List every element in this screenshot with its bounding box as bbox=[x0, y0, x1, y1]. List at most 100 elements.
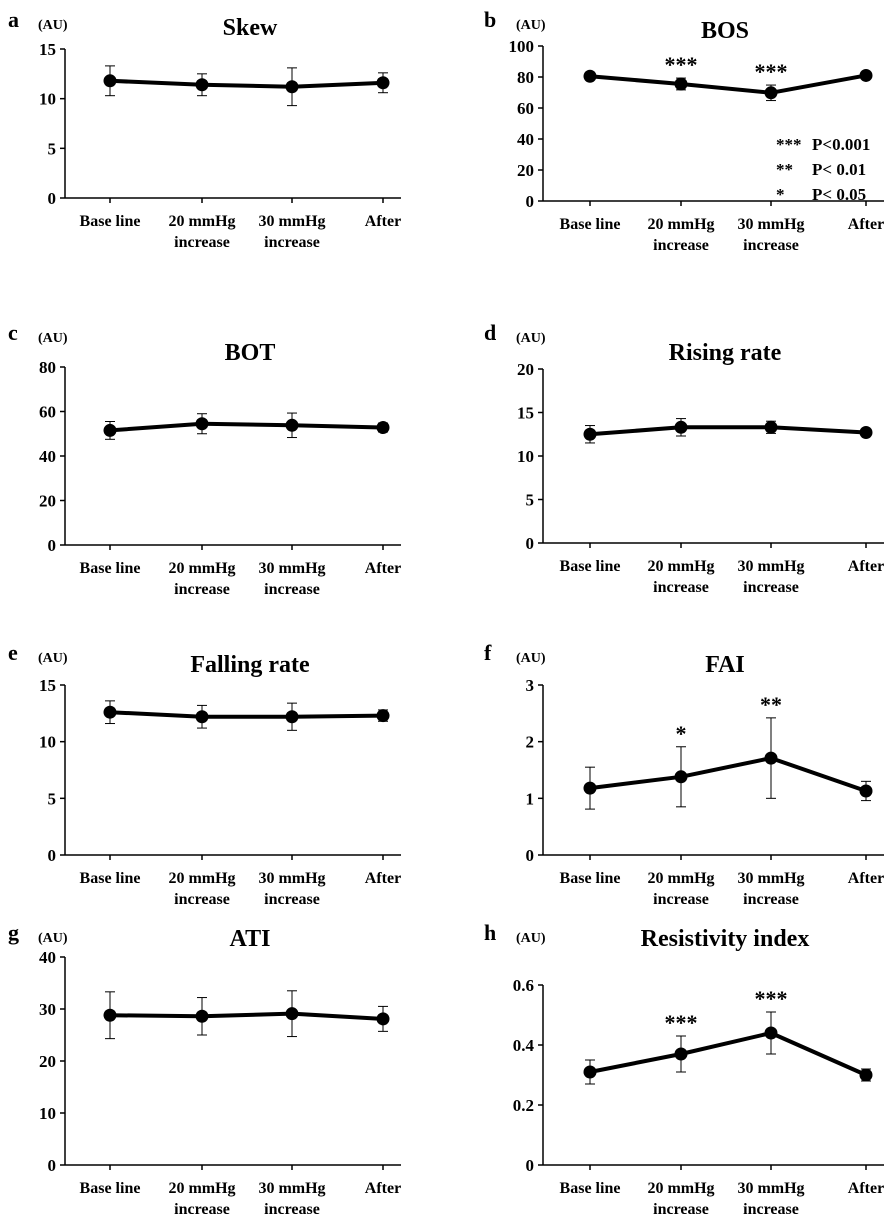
unit-label: (AU) bbox=[516, 331, 546, 346]
x-tick-label: After bbox=[848, 1180, 884, 1197]
y-tick-label: 0 bbox=[526, 846, 535, 865]
y-tick-label: 5 bbox=[48, 139, 57, 158]
data-point bbox=[583, 781, 597, 795]
significance-marker: *** bbox=[755, 59, 788, 84]
y-tick-label: 2 bbox=[526, 733, 535, 752]
x-tick-label: Base line bbox=[80, 560, 141, 577]
data-point bbox=[376, 421, 390, 435]
panel-letter: f bbox=[484, 640, 492, 665]
x-tick-label: 30 mmHg bbox=[737, 558, 804, 575]
panel-letter: g bbox=[8, 920, 19, 945]
unit-label: (AU) bbox=[516, 18, 546, 33]
series-line bbox=[109, 710, 384, 719]
significance-marker: *** bbox=[665, 1010, 698, 1035]
y-tick-label: 15 bbox=[39, 40, 56, 59]
x-tick-label: 20 mmHg bbox=[647, 216, 714, 233]
unit-label: (AU) bbox=[516, 651, 546, 666]
legend-text: P< 0.05 bbox=[812, 185, 866, 204]
x-tick-label: Base line bbox=[560, 558, 621, 575]
x-tick-label: 30 mmHg bbox=[258, 1180, 325, 1197]
data-point bbox=[195, 78, 209, 92]
data-point bbox=[674, 77, 688, 91]
data-point bbox=[583, 69, 597, 83]
x-tick-label: increase bbox=[264, 1201, 320, 1218]
x-tick-label: 20 mmHg bbox=[168, 560, 235, 577]
chart-title: Skew bbox=[223, 15, 278, 41]
x-tick-label: increase bbox=[264, 234, 320, 251]
x-tick-label: 30 mmHg bbox=[258, 870, 325, 887]
x-tick-label: After bbox=[365, 213, 401, 230]
chart-title: BOT bbox=[225, 340, 276, 366]
x-tick-label: 30 mmHg bbox=[737, 216, 804, 233]
x-tick-label: increase bbox=[653, 237, 709, 254]
unit-label: (AU) bbox=[38, 651, 68, 666]
series-line bbox=[589, 1031, 867, 1077]
x-tick-label: Base line bbox=[80, 870, 141, 887]
data-point bbox=[674, 1047, 688, 1061]
significance-marker: ** bbox=[760, 692, 782, 717]
y-tick-label: 40 bbox=[39, 447, 56, 466]
series-line bbox=[589, 756, 867, 793]
y-tick-label: 20 bbox=[39, 1052, 56, 1071]
y-tick-label: 0 bbox=[526, 1156, 535, 1175]
data-point bbox=[285, 710, 299, 724]
data-point bbox=[195, 417, 209, 431]
y-tick-label: 80 bbox=[517, 68, 534, 87]
series-line bbox=[589, 425, 867, 437]
y-tick-label: 40 bbox=[39, 948, 56, 967]
y-tick-label: 100 bbox=[509, 37, 535, 56]
legend-stars: ** bbox=[776, 160, 793, 179]
x-tick-label: increase bbox=[653, 891, 709, 908]
y-tick-label: 20 bbox=[39, 492, 56, 511]
y-tick-label: 3 bbox=[526, 676, 535, 695]
x-tick-label: increase bbox=[653, 1201, 709, 1218]
data-point bbox=[285, 1007, 299, 1021]
panel-f: f (AU) FAI 0 1 2 3 Base line 20 mmHg increase 30 m… bbox=[484, 640, 884, 908]
x-tick-label: After bbox=[365, 870, 401, 887]
x-tick-label: increase bbox=[174, 581, 230, 598]
chart-title: Rising rate bbox=[669, 340, 782, 366]
panel-e: e (AU) Falling rate 0 5 10 15 Base line 20 mmHg i… bbox=[8, 640, 401, 908]
x-tick-label: After bbox=[365, 1180, 401, 1197]
x-tick-label: 20 mmHg bbox=[168, 870, 235, 887]
panel-letter: h bbox=[484, 920, 496, 945]
y-tick-label: 0 bbox=[48, 536, 57, 555]
x-tick-label: 20 mmHg bbox=[647, 1180, 714, 1197]
x-tick-label: increase bbox=[743, 1201, 799, 1218]
y-tick-label: 30 bbox=[39, 1000, 56, 1019]
x-tick-label: increase bbox=[174, 1201, 230, 1218]
y-tick-label: 15 bbox=[39, 676, 56, 695]
data-point bbox=[859, 784, 873, 798]
data-point bbox=[103, 74, 117, 88]
unit-label: (AU) bbox=[516, 931, 546, 946]
data-point bbox=[764, 420, 778, 434]
legend-stars: *** bbox=[776, 135, 802, 154]
y-tick-label: 5 bbox=[48, 789, 57, 808]
data-point bbox=[764, 1026, 778, 1040]
y-tick-label: 10 bbox=[517, 447, 534, 466]
y-tick-label: 0 bbox=[48, 1156, 57, 1175]
panel-b: b (AU) BOS 0 20 40 60 80 100 Base line 20 mmHg incr… bbox=[484, 7, 884, 254]
data-point bbox=[674, 770, 688, 784]
y-tick-label: 0.4 bbox=[513, 1036, 535, 1055]
y-tick-label: 60 bbox=[517, 99, 534, 118]
data-point bbox=[376, 1012, 390, 1026]
x-tick-label: 20 mmHg bbox=[168, 1180, 235, 1197]
x-tick-label: After bbox=[848, 870, 884, 887]
x-tick-label: Base line bbox=[560, 870, 621, 887]
y-tick-label: 15 bbox=[517, 404, 534, 423]
x-tick-label: After bbox=[848, 216, 884, 233]
data-point bbox=[376, 76, 390, 90]
x-tick-label: Base line bbox=[80, 213, 141, 230]
data-point bbox=[583, 1065, 597, 1079]
data-point bbox=[764, 86, 778, 100]
data-point bbox=[764, 751, 778, 765]
data-point bbox=[195, 710, 209, 724]
y-tick-label: 0.6 bbox=[513, 976, 534, 995]
x-tick-label: 30 mmHg bbox=[258, 213, 325, 230]
y-tick-label: 0 bbox=[48, 189, 57, 208]
unit-label: (AU) bbox=[38, 331, 68, 346]
series-line bbox=[589, 73, 867, 95]
y-tick-label: 20 bbox=[517, 161, 534, 180]
